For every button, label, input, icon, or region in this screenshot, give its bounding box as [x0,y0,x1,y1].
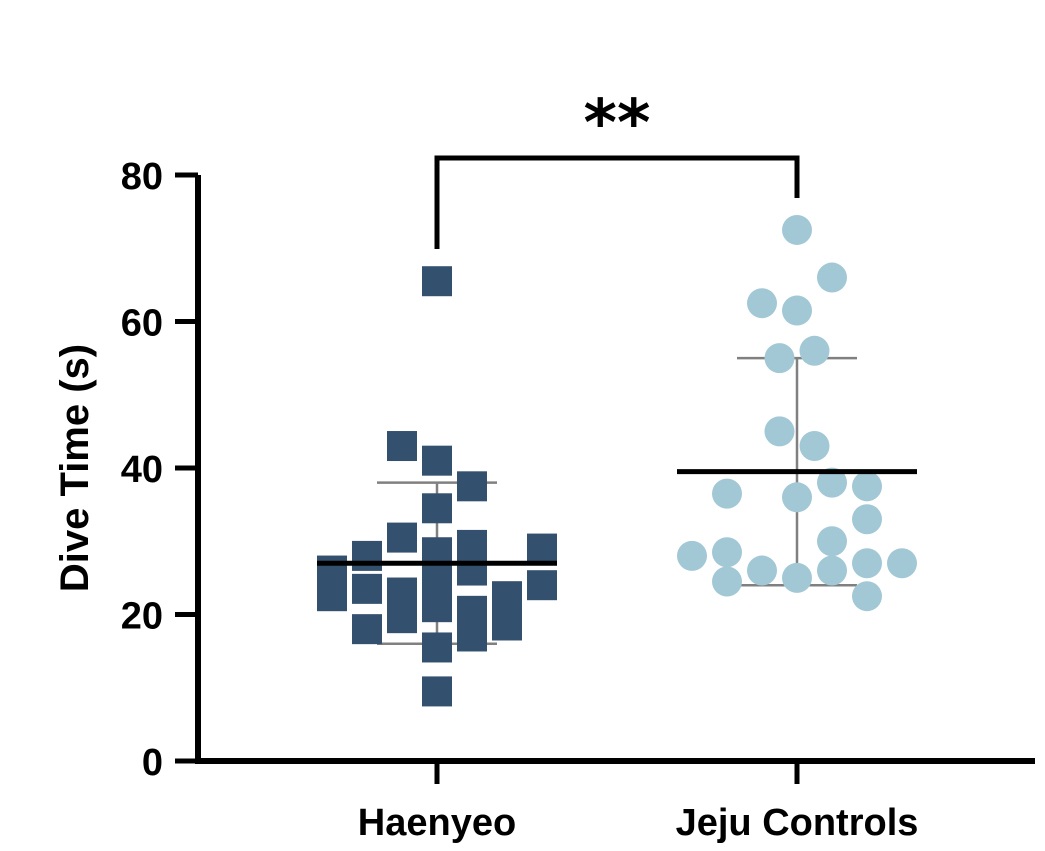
data-point-circle [852,471,882,502]
data-point-circle [782,214,812,245]
mean-lines [317,469,917,566]
data-point-circle [712,566,742,597]
data-point-circle [747,555,777,586]
data-point-circle [799,431,830,462]
data-point-square [457,471,487,502]
data-point-square [422,592,452,623]
data-point-square [457,621,487,652]
data-point-square [422,445,452,476]
data-point-square [387,431,417,462]
data-point-square [352,614,382,645]
data-point-square [352,540,382,571]
data-point-circle [712,537,742,568]
x-category-label: Jeju Controls [676,802,919,844]
data-points [317,214,917,707]
data-point-square [527,533,557,564]
data-point-square [387,577,417,608]
data-point-circle [887,548,917,579]
data-point-square [422,493,452,524]
y-axis-label: Dive Time (s) [53,344,97,592]
data-point-square [422,266,452,297]
data-point-square [492,610,522,641]
significance-label: ** [584,87,651,161]
data-point-circle [817,555,847,586]
data-point-circle [817,467,847,498]
data-point-square [387,522,417,553]
data-point-circle [782,482,812,513]
data-point-square [457,595,487,626]
axes [195,175,1035,764]
data-point-square [317,555,347,586]
data-point-square [352,573,382,604]
data-point-circle [782,562,812,593]
data-point-circle [712,478,742,509]
data-point-circle [817,262,847,293]
x-category-label: Haenyeo [358,802,516,844]
data-point-circle [782,295,812,326]
y-tick-label: 20 [121,596,163,638]
data-point-circle [852,548,882,579]
significance-bracket [434,155,800,249]
data-point-square [457,555,487,586]
y-tick-label: 0 [142,742,163,784]
data-point-circle [817,526,847,557]
data-point-square [387,603,417,634]
data-point-circle [764,416,795,447]
y-tick-label: 60 [121,303,163,345]
data-point-square [422,632,452,663]
data-point-circle [852,581,882,612]
data-point-square [492,581,522,612]
data-point-circle [677,540,707,571]
y-tick-label: 40 [121,449,163,491]
data-point-square [317,581,347,612]
data-point-circle [747,288,777,319]
data-point-circle [799,335,830,366]
data-point-square [422,676,452,707]
data-point-circle [852,504,882,535]
data-point-square [457,529,487,560]
significance-annotation: ** [434,87,800,249]
x-ticks: Haenyeo Jeju Controls [358,761,919,844]
y-ticks: 0 20 40 60 80 [121,156,198,784]
data-point-square [422,562,452,593]
data-point-square [527,570,557,601]
data-point-circle [764,343,795,374]
y-tick-label: 80 [121,156,163,198]
